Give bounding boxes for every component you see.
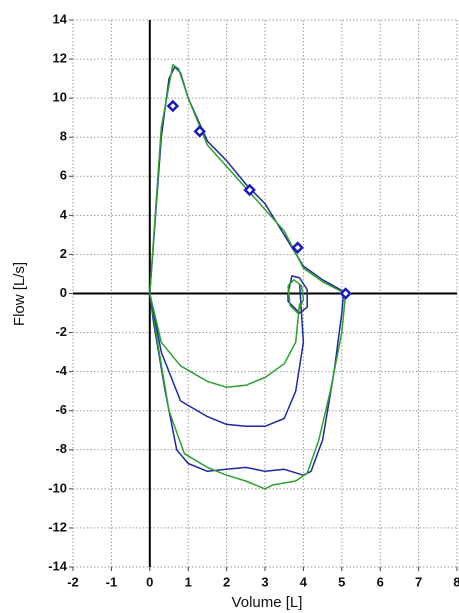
y-tick-label: 8 — [60, 129, 67, 144]
series-line — [149, 64, 347, 490]
marker — [291, 241, 304, 254]
series-line — [149, 283, 305, 428]
x-tick-label: 6 — [377, 574, 384, 589]
x-tick-label: 2 — [223, 574, 230, 589]
y-tick-label: 14 — [53, 11, 68, 26]
y-tick-label: -2 — [55, 324, 67, 339]
x-tick-label: -2 — [67, 574, 79, 589]
y-tick-label: 2 — [60, 246, 67, 261]
y-tick-label: 6 — [60, 168, 67, 183]
x-tick-label: 8 — [453, 574, 459, 589]
x-tick-label: 4 — [300, 574, 308, 589]
y-tick-label: 4 — [60, 207, 68, 222]
y-tick-label: -4 — [55, 363, 67, 378]
marker — [339, 287, 352, 300]
marker — [243, 183, 256, 197]
y-tick-label: 0 — [60, 285, 67, 300]
series-line — [149, 293, 301, 389]
x-tick-label: 1 — [185, 574, 192, 589]
marker — [193, 125, 206, 138]
x-axis-title: Volume [L] — [232, 594, 303, 611]
x-tick-label: 5 — [338, 574, 345, 589]
y-tick-label: -6 — [55, 402, 67, 417]
x-tick-label: 7 — [415, 574, 422, 589]
y-tick-label: -12 — [48, 519, 67, 534]
x-tick-label: -1 — [106, 574, 118, 589]
series-line — [287, 279, 305, 314]
y-tick-label: -10 — [48, 480, 67, 495]
y-tick-label: 12 — [53, 51, 67, 66]
series-line — [149, 66, 345, 476]
y-axis-title: Flow [L/s] — [11, 262, 28, 326]
marker — [166, 99, 180, 113]
x-tick-label: 0 — [146, 574, 153, 589]
y-tick-label: -8 — [55, 441, 67, 456]
y-tick-label: -14 — [48, 558, 68, 573]
x-tick-label: 3 — [261, 574, 268, 589]
y-tick-label: 10 — [53, 90, 67, 105]
